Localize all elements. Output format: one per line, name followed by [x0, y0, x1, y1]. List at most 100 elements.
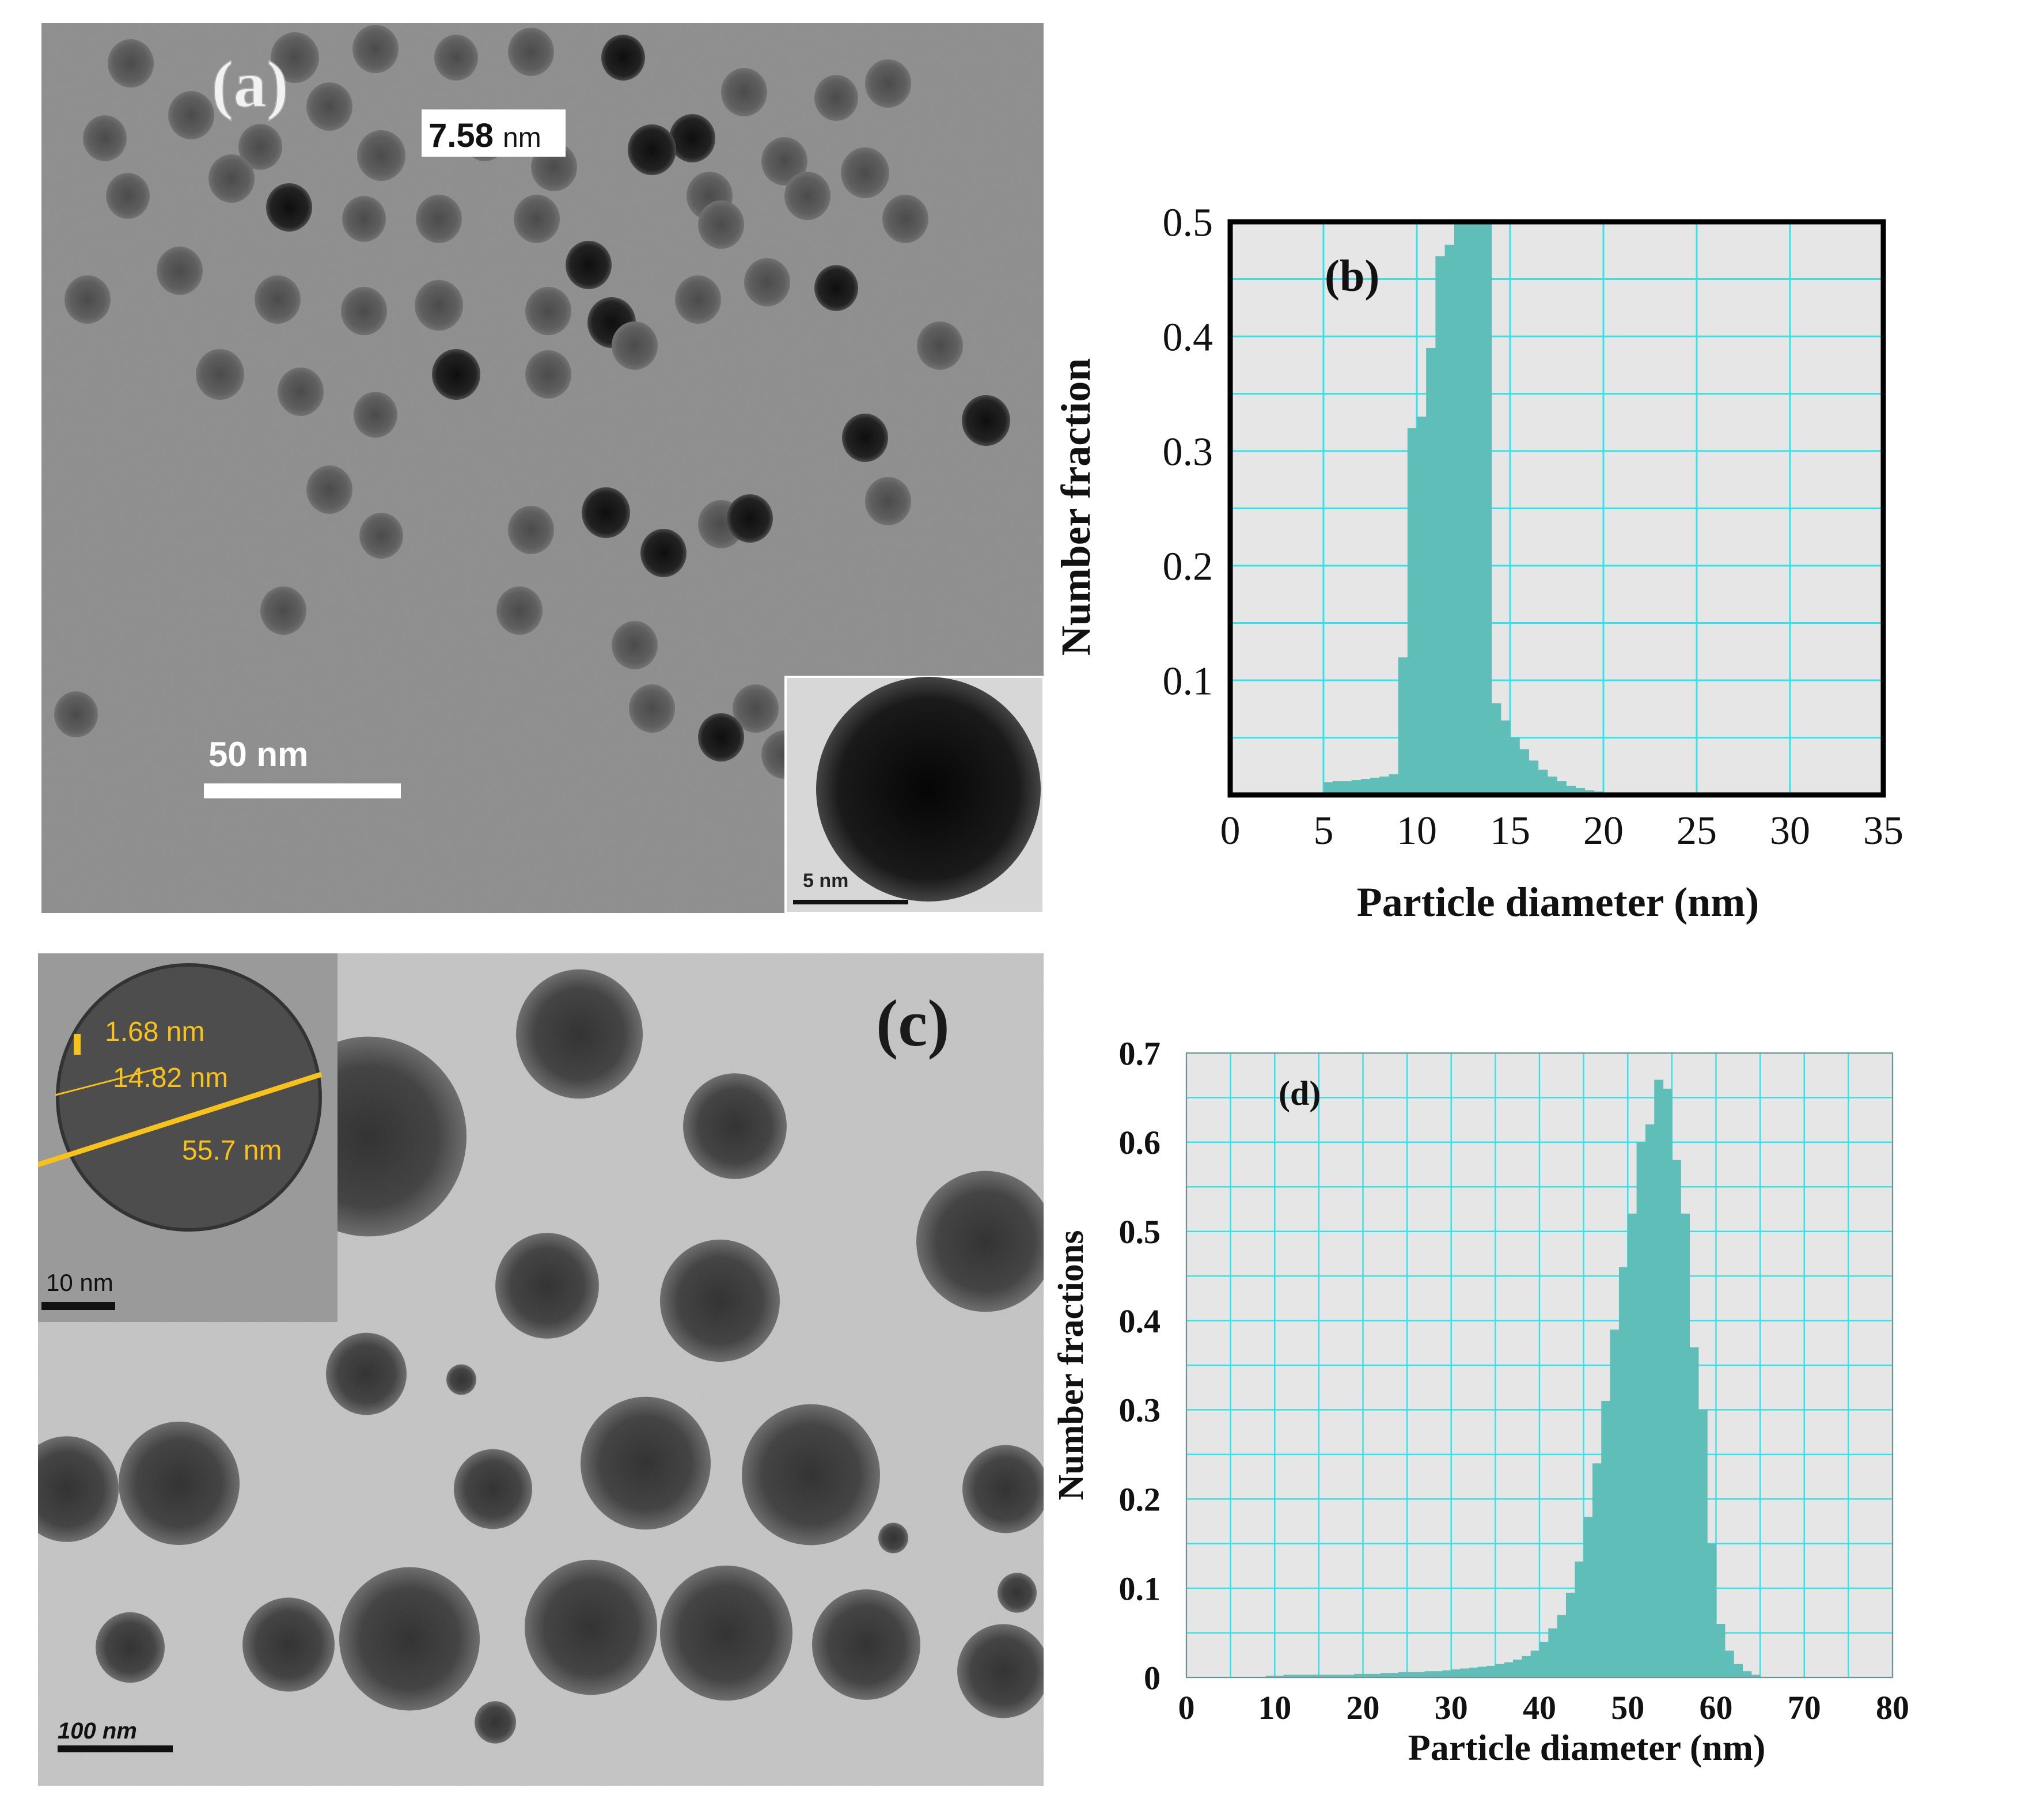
histogram-bar: [1529, 760, 1539, 795]
x-tick-label: 60: [1700, 1689, 1733, 1726]
histogram-bar: [1513, 1660, 1522, 1677]
histogram-bar: [1751, 1675, 1761, 1677]
histogram-bar: [1500, 720, 1511, 795]
x-tick-label: 20: [1347, 1689, 1380, 1726]
tem-image-c-canvas: 1.68 nm 14.82 nm 55.7 nm 10 nm (c) 100 n…: [15, 953, 1055, 1786]
histogram-bar: [1592, 1463, 1602, 1677]
histogram-bar: [1360, 779, 1371, 795]
measure-tick-1: [74, 1034, 81, 1055]
histogram-bar: [1336, 1675, 1346, 1677]
histogram-bar: [1519, 749, 1529, 795]
plot-frame-d: [1186, 1052, 1893, 1678]
histogram-bar: [1407, 1672, 1417, 1677]
x-tick-label: 25: [1677, 809, 1717, 853]
histogram-bar: [1681, 1213, 1690, 1677]
histogram-bar: [1557, 1615, 1567, 1677]
histogram-bar: [1371, 1673, 1381, 1677]
histogram-d: 0 0.1 0.2 0.3 0.4 0.5 0.6 0.7 0 10 20 30 40 50 60 70 80…: [1037, 1020, 2044, 1809]
histogram-bar: [1435, 256, 1446, 795]
histogram-bar: [1398, 657, 1408, 795]
y-tick-label: 0.5: [1119, 1213, 1161, 1251]
x-axis-label-d: Particle diameter (nm): [1408, 1727, 1766, 1768]
y-tick-label: 0.4: [1163, 316, 1213, 360]
histogram-bar: [1342, 781, 1352, 795]
histogram-bar: [1389, 1673, 1399, 1677]
histogram-bar: [1482, 222, 1492, 795]
histogram-bar: [1460, 1668, 1469, 1677]
y-tick-label: 0.1: [1163, 660, 1213, 704]
y-tick-labels-d: 0 0.1 0.2 0.3 0.4 0.5 0.6 0.7: [1119, 1035, 1161, 1696]
histogram-bar: [1379, 777, 1389, 795]
histogram-bar: [1407, 428, 1417, 795]
histogram-bar: [1724, 1650, 1734, 1677]
tem-image-a: 5 nm (a) 7.58 nm 50 nm: [41, 23, 1045, 914]
histogram-bar: [1645, 1124, 1655, 1677]
histogram-bar: [1398, 1672, 1408, 1677]
histogram-bar: [1504, 1662, 1514, 1677]
histogram-bar: [1301, 1675, 1311, 1677]
histogram-bar: [1469, 1667, 1478, 1677]
histogram-bar: [1530, 1650, 1540, 1677]
tem-image-c: 1.68 nm 14.82 nm 55.7 nm 10 nm (c) 100 n…: [15, 953, 1055, 1786]
inset-scale-bar-c: [41, 1302, 115, 1310]
x-tick-label: 40: [1523, 1689, 1556, 1726]
scale-label-c: 100 nm: [58, 1718, 137, 1744]
y-tick-label: 0.7: [1119, 1035, 1161, 1072]
y-axis-label-d: Number fractions: [1052, 1230, 1091, 1501]
histogram-bar: [1426, 347, 1436, 795]
histogram-bar: [1265, 1675, 1275, 1677]
histogram-bar: [1333, 781, 1343, 795]
histogram-bar: [1275, 1675, 1284, 1677]
y-tick-label: 0.1: [1119, 1570, 1161, 1607]
y-tick-label: 0.6: [1119, 1124, 1161, 1161]
histogram-bar: [1716, 1624, 1726, 1677]
histogram-bar: [1742, 1671, 1752, 1677]
measurement-box-a: [422, 109, 566, 157]
x-tick-label: 20: [1583, 809, 1624, 853]
x-tick-label: 80: [1876, 1689, 1909, 1726]
histogram-bar: [1463, 222, 1473, 795]
panel-label-d: (d): [1279, 1074, 1321, 1112]
histogram-bar: [1539, 1642, 1549, 1677]
scale-label-a: 50 nm: [208, 735, 308, 774]
histogram-bar: [1370, 778, 1380, 795]
inset-scale-label-c: 10 nm: [46, 1269, 113, 1296]
histogram-bar: [1557, 781, 1567, 795]
x-tick-label: 35: [1863, 809, 1903, 853]
histogram-bar: [1310, 1675, 1319, 1677]
histogram-bar: [1575, 788, 1586, 795]
histogram-bar: [1618, 1267, 1628, 1677]
histogram-bar: [1354, 1673, 1364, 1677]
measure-label-3: 55.7 nm: [182, 1135, 282, 1166]
histogram-bar: [1416, 1672, 1425, 1677]
histogram-bar: [1610, 1330, 1620, 1677]
histogram-bar: [1547, 777, 1557, 795]
x-tick-label: 15: [1490, 809, 1530, 853]
x-tick-labels-d: 0 10 20 30 40 50 60 70 80: [1178, 1689, 1910, 1726]
measurement-label-a: 7.58 nm: [428, 117, 541, 154]
histogram-bar: [1328, 1675, 1337, 1677]
bars-b: [1324, 222, 1613, 795]
x-tick-label: 70: [1788, 1689, 1821, 1726]
histogram-bar: [1389, 774, 1399, 795]
y-tick-label: 0.3: [1163, 430, 1213, 475]
histogram-bar: [1473, 222, 1482, 795]
histogram-bar: [1442, 1670, 1452, 1677]
histogram-bar: [1434, 1671, 1443, 1677]
histogram-bar: [1510, 737, 1520, 795]
measure-label-1: 1.68 nm: [105, 1017, 204, 1047]
histogram-bar: [1698, 1410, 1708, 1677]
x-tick-label: 10: [1397, 809, 1437, 853]
histogram-bar: [1734, 1664, 1743, 1677]
histogram-bar: [1538, 770, 1548, 795]
histogram-bar: [1689, 1347, 1699, 1677]
histogram-bar: [1451, 1669, 1461, 1677]
y-tick-label: 0.5: [1163, 201, 1213, 245]
histogram-bar: [1283, 1675, 1293, 1677]
panel-label-c: (c): [876, 987, 950, 1060]
histogram-bar: [1477, 1666, 1487, 1677]
inset-scale-bar-a: [793, 900, 908, 904]
inset-particle-a: [816, 677, 1041, 902]
x-tick-label: 50: [1611, 1689, 1644, 1726]
histogram-bar: [1495, 1664, 1505, 1677]
